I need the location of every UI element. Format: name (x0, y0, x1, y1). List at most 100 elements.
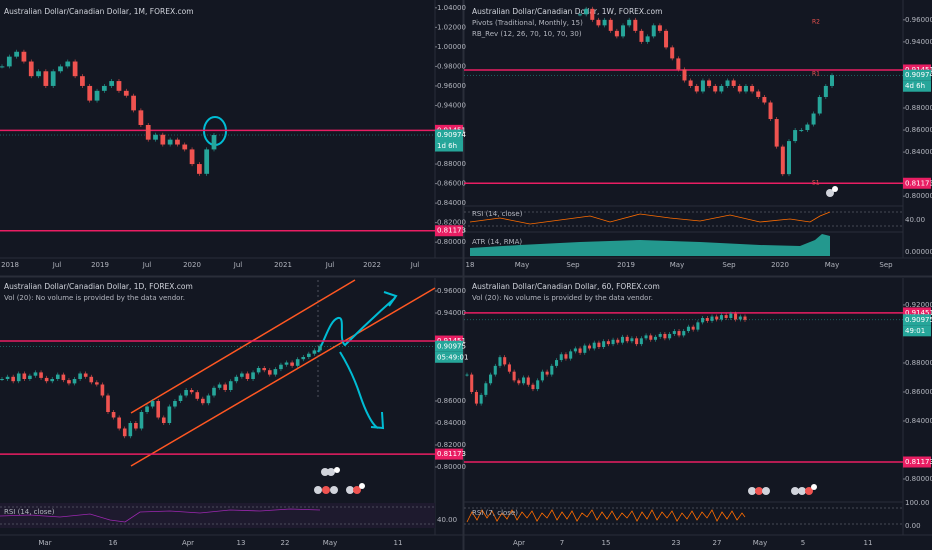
candle (639, 338, 643, 345)
price-label: 0.86000 (905, 126, 932, 134)
candle (474, 391, 478, 404)
candle (743, 316, 747, 320)
candle (597, 342, 601, 348)
price-label: 0.84000 (437, 199, 466, 207)
time-label: Apr (182, 539, 194, 547)
candle (645, 36, 650, 42)
price-label: 0.84000 (905, 417, 932, 425)
candle (522, 377, 526, 384)
candle (50, 379, 55, 382)
candle (211, 135, 217, 150)
candle (78, 373, 82, 379)
candle (251, 372, 255, 379)
support-tag (435, 448, 463, 460)
support-tag-label: 0.81173 (905, 179, 932, 187)
candle (101, 85, 107, 91)
candle (290, 362, 294, 366)
support-tag-label: 0.81173 (437, 450, 466, 458)
candle (630, 338, 634, 342)
time-label: Sep (566, 261, 580, 269)
candle (725, 80, 730, 86)
channel-line (130, 287, 436, 467)
countdown-tag (903, 325, 931, 337)
candle (58, 66, 63, 72)
price-label: 0.88000 (905, 359, 932, 367)
time-label: 2018 (1, 261, 19, 269)
candle (160, 134, 166, 145)
atr-area (470, 234, 830, 256)
candle (212, 387, 216, 396)
price-label: 0.84000 (905, 148, 932, 156)
price-label: 0.86000 (905, 388, 932, 396)
candle (715, 316, 719, 320)
candle (95, 382, 99, 385)
candle (830, 75, 834, 86)
time-label: 2020 (183, 261, 201, 269)
candle (611, 339, 615, 345)
candle (545, 371, 549, 375)
support-tag-label: 0.81173 (905, 458, 932, 466)
candle (688, 80, 693, 86)
candle (145, 125, 151, 140)
time-label: Sep (879, 261, 893, 269)
time-label: 16 (109, 539, 118, 547)
candle (39, 372, 43, 378)
arrow-head (370, 411, 385, 430)
time-label: May (323, 539, 337, 547)
candle (123, 90, 129, 96)
candle (663, 333, 667, 339)
candle (710, 316, 714, 321)
candle (531, 384, 535, 390)
candle (217, 384, 222, 388)
time-label: Apr (513, 539, 525, 547)
candle (578, 14, 582, 16)
candle (644, 335, 648, 339)
candle (676, 58, 681, 70)
candle (540, 371, 544, 381)
candle (635, 338, 639, 345)
time-label: 27 (713, 539, 722, 547)
candle (134, 423, 138, 429)
candle (738, 316, 742, 320)
candle (55, 374, 60, 379)
candle (596, 19, 601, 26)
candle (573, 348, 577, 352)
price-label: 0.96000 (437, 82, 466, 90)
panel-title: Australian Dollar/Canadian Dollar, 1D, F… (4, 282, 193, 291)
last-tag (435, 340, 463, 352)
candle (189, 149, 195, 165)
time-label: 2019 (617, 261, 635, 269)
candle (731, 80, 736, 86)
candle (175, 139, 180, 145)
candle (719, 85, 724, 92)
candle (245, 373, 250, 379)
event-icons (314, 186, 838, 495)
candle (805, 124, 810, 131)
candle (550, 365, 554, 375)
candle (182, 144, 188, 150)
candle (696, 322, 700, 330)
candle (584, 8, 589, 15)
candle (484, 383, 488, 395)
candle (189, 390, 194, 393)
candle (273, 369, 278, 375)
time-label: 23 (672, 539, 681, 547)
pivot-label: R2 (812, 19, 820, 26)
candle (786, 141, 791, 175)
pivot-label: R1 (812, 71, 820, 78)
candle (150, 401, 155, 407)
last-tag-label: 0.90975 (437, 342, 466, 350)
candle (639, 30, 644, 42)
support-tag (435, 225, 463, 237)
arrow-head (383, 291, 398, 307)
candle (762, 96, 767, 103)
candle (240, 373, 244, 377)
candle (116, 81, 122, 91)
candle (750, 85, 755, 92)
last-tag (435, 129, 463, 141)
last-tag (903, 69, 931, 81)
price-label: 0.88000 (437, 160, 466, 168)
candle (312, 350, 317, 354)
candle (167, 406, 172, 423)
countdown-tag-label: 49:01 (905, 327, 925, 335)
